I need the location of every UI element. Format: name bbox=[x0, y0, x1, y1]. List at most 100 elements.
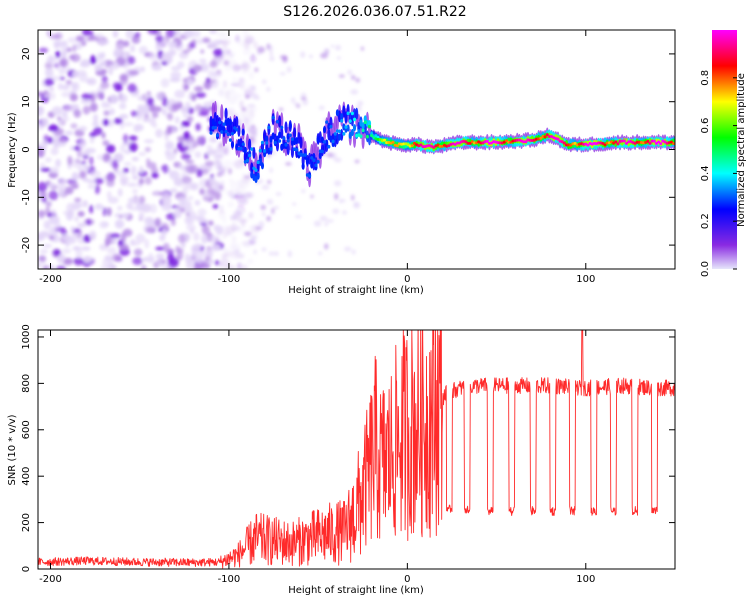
carrier-blob bbox=[288, 122, 292, 130]
noise-blob bbox=[110, 233, 121, 239]
noise-blob bbox=[65, 79, 73, 86]
noise-blob bbox=[171, 127, 177, 133]
colorbar-gradient bbox=[712, 30, 737, 269]
noise-blob bbox=[233, 92, 243, 100]
carrier-blob bbox=[419, 143, 423, 147]
noise-blob bbox=[144, 216, 154, 225]
noise-blob bbox=[77, 222, 87, 228]
noise-blob bbox=[266, 86, 271, 92]
noise-blob bbox=[236, 262, 242, 269]
noise-blob bbox=[232, 76, 237, 83]
noise-blob bbox=[71, 174, 81, 180]
noise-blob bbox=[269, 167, 273, 173]
noise-blob bbox=[137, 95, 144, 101]
noise-blob bbox=[94, 65, 103, 72]
noise-blob bbox=[44, 93, 49, 99]
carrier-blob bbox=[359, 134, 363, 139]
noise-blob bbox=[140, 107, 150, 115]
noise-blob bbox=[102, 206, 107, 217]
noise-blob bbox=[67, 37, 78, 43]
noise-blob bbox=[119, 175, 130, 184]
noise-blob bbox=[48, 182, 56, 188]
carrier-blob bbox=[271, 115, 275, 120]
noise-blob bbox=[61, 84, 70, 90]
noise-blob bbox=[89, 30, 94, 37]
carrier-blob bbox=[271, 132, 275, 140]
noise-blob bbox=[123, 122, 134, 127]
carrier-blob bbox=[363, 115, 367, 123]
noise-blob bbox=[219, 141, 224, 148]
noise-blob bbox=[227, 201, 235, 208]
noise-blob bbox=[59, 57, 69, 68]
carrier-blob bbox=[256, 160, 260, 165]
carrier-blob bbox=[215, 133, 220, 138]
noise-blob bbox=[224, 90, 230, 100]
carrier-blob bbox=[365, 134, 369, 139]
noise-blob bbox=[302, 98, 309, 106]
noise-blob bbox=[130, 44, 136, 53]
noise-blob bbox=[59, 187, 64, 197]
noise-blob bbox=[185, 159, 195, 164]
noise-blob bbox=[186, 206, 194, 213]
carrier-blob bbox=[659, 142, 663, 146]
noise-blob bbox=[57, 83, 64, 91]
noise-blob bbox=[230, 241, 236, 250]
noise-blob bbox=[260, 204, 267, 211]
noise-blob bbox=[39, 249, 49, 254]
noise-blob bbox=[286, 66, 292, 73]
carrier-blob bbox=[391, 140, 395, 144]
carrier-blob bbox=[278, 139, 282, 143]
noise-blob bbox=[320, 52, 328, 59]
noise-blob bbox=[230, 255, 240, 261]
noise-blob bbox=[48, 215, 60, 225]
noise-blob bbox=[197, 218, 209, 224]
noise-blob bbox=[72, 70, 80, 78]
carrier-blob bbox=[556, 137, 560, 141]
noise-blob bbox=[177, 233, 186, 244]
noise-blob bbox=[256, 179, 264, 184]
noise-blob bbox=[123, 161, 132, 166]
noise-blob bbox=[123, 149, 132, 155]
noise-blob bbox=[127, 83, 137, 93]
noise-blob bbox=[248, 212, 254, 219]
noise-blob bbox=[80, 160, 87, 166]
noise-blob bbox=[231, 187, 240, 194]
noise-blob bbox=[330, 44, 335, 48]
noise-blob bbox=[332, 208, 340, 214]
noise-blob bbox=[90, 170, 102, 178]
noise-blob bbox=[191, 39, 197, 45]
noise-blob bbox=[159, 234, 166, 242]
noise-blob bbox=[101, 258, 111, 266]
noise-blob bbox=[223, 186, 228, 195]
noise-blob bbox=[292, 202, 297, 206]
noise-blob bbox=[45, 206, 51, 216]
noise-blob bbox=[233, 225, 241, 231]
noise-blob bbox=[46, 30, 51, 37]
noise-blob bbox=[204, 152, 209, 160]
noise-blob bbox=[144, 176, 152, 185]
noise-blob bbox=[183, 131, 190, 140]
noise-blob bbox=[237, 38, 244, 48]
noise-blob bbox=[193, 264, 203, 269]
noise-blob bbox=[339, 198, 343, 204]
carrier-blob bbox=[278, 131, 282, 139]
carrier-blob bbox=[237, 124, 241, 137]
snr-x-tick-label: 0 bbox=[404, 574, 410, 585]
chart-title: S126.2026.036.07.51.R22 bbox=[283, 4, 466, 20]
noise-blob bbox=[160, 78, 170, 88]
noise-blob bbox=[185, 211, 190, 217]
noise-blob bbox=[268, 251, 275, 256]
noise-blob bbox=[146, 97, 154, 106]
carrier-blob bbox=[505, 139, 509, 143]
noise-blob bbox=[227, 190, 234, 197]
snr-x-tick-label: 100 bbox=[576, 574, 595, 585]
noise-blob bbox=[73, 231, 79, 238]
noise-blob bbox=[229, 179, 235, 190]
noise-blob bbox=[191, 249, 198, 259]
noise-blob bbox=[208, 220, 214, 226]
noise-blob bbox=[197, 249, 206, 258]
noise-blob bbox=[95, 33, 104, 39]
noise-blob bbox=[59, 76, 66, 81]
noise-blob bbox=[254, 67, 259, 73]
noise-blob bbox=[175, 245, 181, 254]
